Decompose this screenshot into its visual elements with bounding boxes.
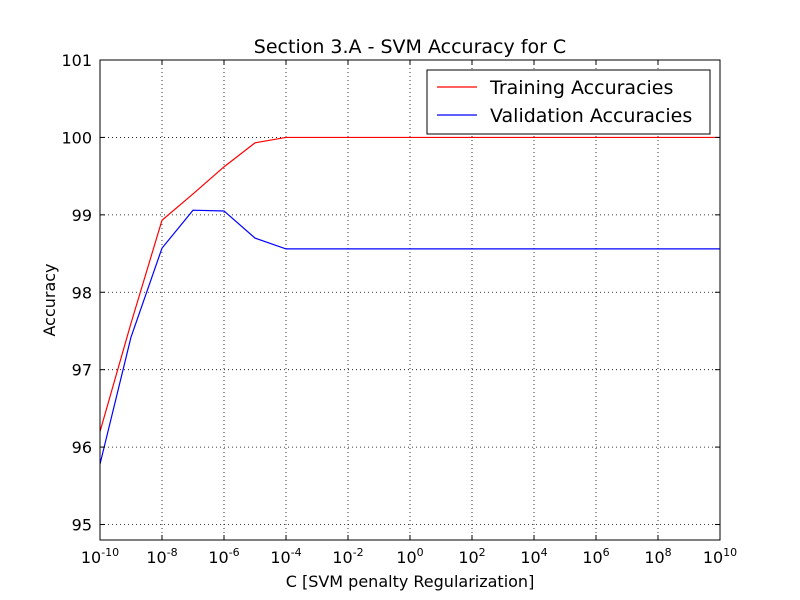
- x-tick-label-exponent: 6: [603, 546, 610, 559]
- x-tick-label-base: 10: [582, 548, 602, 567]
- y-tick-label: 97: [72, 361, 92, 380]
- x-tick-label: 104: [520, 546, 547, 567]
- x-tick-label: 108: [644, 546, 671, 567]
- y-axis-label: Accuracy: [40, 263, 59, 336]
- x-tick-label-base: 10: [146, 548, 166, 567]
- x-tick-label-exponent: -2: [353, 546, 364, 559]
- x-axis-label: C [SVM penalty Regularization]: [286, 572, 535, 591]
- series-group: [99, 136, 720, 465]
- x-tick-label-exponent: -10: [101, 546, 119, 559]
- y-tick-label: 98: [72, 283, 92, 302]
- y-tick-label: 95: [72, 516, 92, 535]
- x-tick-label: 10-10: [81, 546, 119, 567]
- x-tick-label-exponent: 8: [665, 546, 672, 559]
- x-tick-label: 1010: [703, 546, 737, 567]
- x-tick-label: 10-2: [332, 546, 363, 567]
- x-tick-label-base: 10: [703, 548, 723, 567]
- x-tick-label-exponent: -8: [167, 546, 178, 559]
- legend-label: Validation Accuracies: [490, 105, 692, 127]
- series-line-validation: [99, 209, 720, 465]
- x-tick-label-exponent: -6: [229, 546, 240, 559]
- x-tick-label-base: 10: [332, 548, 352, 567]
- series-line-training: [99, 136, 720, 432]
- x-tick-label-base: 10: [81, 548, 101, 567]
- y-tick-labels: 95 96 97 98 99 100 101: [61, 51, 92, 535]
- x-tick-labels: 10-10 10-8 10-6 10-4 10-2 100 102 104 106 108 1010: [81, 546, 737, 567]
- y-tick-label: 101: [61, 51, 92, 70]
- x-tick-label-exponent: 4: [541, 546, 548, 559]
- x-tick-label-base: 10: [270, 548, 290, 567]
- x-tick-label: 106: [582, 546, 609, 567]
- x-tick-label-base: 10: [396, 548, 416, 567]
- x-tick-label: 100: [396, 546, 423, 567]
- x-tick-label: 10-8: [146, 546, 177, 567]
- x-tick-label-base: 10: [644, 548, 664, 567]
- x-tick-label-base: 10: [458, 548, 478, 567]
- x-tick-label-exponent: 2: [479, 546, 486, 559]
- legend-label: Training Accuracies: [489, 77, 673, 99]
- x-tick-label: 10-4: [270, 546, 301, 567]
- x-tick-label-exponent: 0: [417, 546, 424, 559]
- x-tick-label: 10-6: [208, 546, 239, 567]
- x-tick-label: 102: [458, 546, 485, 567]
- x-tick-label-base: 10: [520, 548, 540, 567]
- y-tick-label: 100: [61, 128, 92, 147]
- x-tick-label-exponent: 10: [723, 546, 737, 559]
- legend-box: [426, 69, 711, 135]
- tick-marks: [99, 59, 721, 540]
- y-tick-label: 99: [72, 206, 92, 225]
- chart-title: Section 3.A - SVM Accuracy for C: [254, 36, 566, 58]
- x-tick-label-exponent: -4: [291, 546, 302, 559]
- y-tick-label: 96: [72, 438, 92, 457]
- x-tick-label-base: 10: [208, 548, 228, 567]
- legend: Training Accuracies Validation Accuracies: [426, 69, 711, 135]
